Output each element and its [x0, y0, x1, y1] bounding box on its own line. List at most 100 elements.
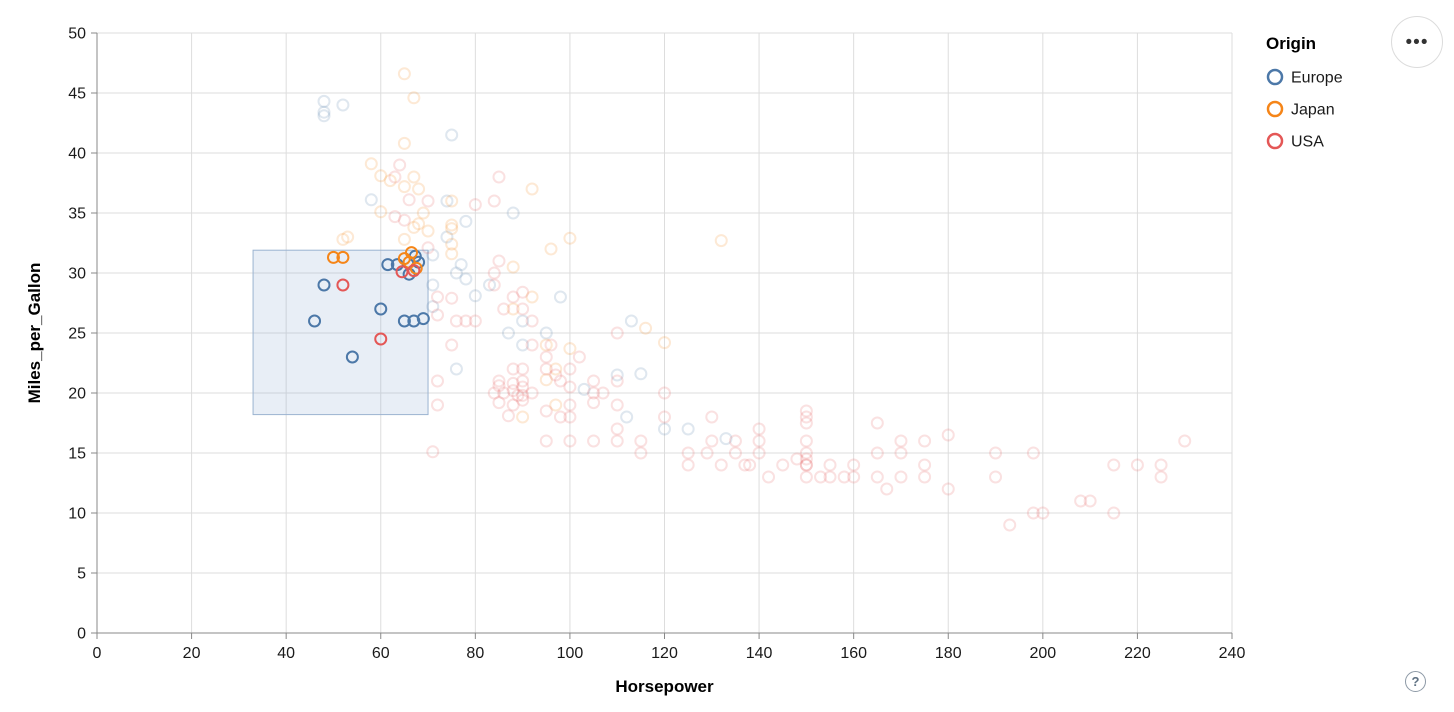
data-point-usa	[402, 193, 416, 207]
data-point-usa	[587, 386, 601, 400]
data-point-japan	[658, 336, 671, 350]
data-point-europe-selected	[317, 278, 331, 292]
data-point-europe	[610, 368, 624, 382]
data-point-japan	[506, 260, 520, 274]
data-point-usa	[506, 290, 520, 304]
data-point-usa	[880, 482, 894, 496]
data-point-usa	[918, 470, 932, 484]
data-point-usa	[610, 374, 624, 388]
data-point-europe	[577, 382, 591, 396]
data-point-usa	[1026, 506, 1040, 520]
y-tick-label: 0	[77, 626, 86, 643]
x-tick-label: 40	[277, 645, 295, 662]
data-point-japan	[549, 398, 563, 412]
data-point-japan-selected	[404, 246, 418, 260]
data-point-usa	[388, 210, 402, 224]
data-point-usa	[762, 470, 776, 484]
x-tick-label: 240	[1219, 645, 1246, 662]
data-point-japan	[397, 67, 411, 81]
data-point-usa	[941, 482, 955, 496]
data-point-usa	[705, 410, 719, 424]
data-point-usa	[1107, 458, 1121, 472]
data-point-europe	[440, 230, 454, 244]
data-point-usa	[634, 434, 648, 448]
data-point-usa	[799, 404, 813, 418]
data-point-japan	[549, 362, 563, 376]
data-point-usa	[1154, 470, 1168, 484]
data-point-europe	[506, 206, 520, 220]
data-point-europe	[317, 109, 331, 123]
data-point-usa	[610, 422, 624, 436]
y-tick-label: 40	[68, 146, 86, 163]
data-point-usa	[837, 470, 851, 484]
data-point-usa	[658, 386, 671, 400]
data-point-usa	[587, 374, 601, 388]
data-point-europe-selected	[397, 314, 411, 328]
data-point-japan	[563, 342, 577, 356]
data-point-usa	[752, 422, 766, 436]
y-tick-label: 30	[68, 266, 86, 283]
data-point-usa	[1154, 458, 1168, 472]
data-point-usa	[894, 446, 908, 460]
data-point-usa	[681, 446, 695, 460]
data-point-usa	[1026, 446, 1040, 460]
data-point-usa	[544, 338, 558, 352]
data-point-europe	[449, 266, 463, 280]
data-point-europe	[426, 278, 440, 292]
data-point-japan	[525, 182, 539, 196]
y-tick-label: 45	[68, 86, 86, 103]
data-point-usa	[563, 434, 577, 448]
data-point-usa	[658, 410, 671, 424]
data-point-japan	[563, 231, 577, 245]
data-point-europe	[468, 289, 482, 303]
data-point-usa	[492, 254, 506, 268]
legend-label: USA	[1291, 134, 1324, 151]
data-point-usa	[449, 314, 463, 328]
data-point-usa	[487, 386, 501, 400]
data-point-usa	[1130, 458, 1144, 472]
data-point-europe	[445, 128, 459, 142]
data-point-europe-selected	[308, 314, 322, 328]
data-point-usa	[870, 446, 884, 460]
data-point-japan	[383, 174, 397, 188]
data-point-europe-selected	[381, 258, 395, 272]
data-point-japan	[412, 217, 426, 231]
data-point-usa	[847, 458, 861, 472]
data-point-usa	[799, 458, 813, 472]
data-point-usa	[393, 158, 407, 172]
data-point-usa	[610, 326, 624, 340]
data-point-europe	[459, 214, 473, 228]
x-tick-label: 0	[93, 645, 102, 662]
x-tick-label: 160	[840, 645, 867, 662]
x-tick-label: 180	[935, 645, 962, 662]
help-button[interactable]: ?	[1405, 671, 1426, 692]
data-point-japan	[445, 222, 459, 236]
data-point-europe	[426, 248, 440, 262]
x-tick-label: 120	[651, 645, 678, 662]
data-point-europe	[426, 300, 440, 314]
options-menu-button[interactable]: •••	[1391, 16, 1443, 68]
data-point-usa	[799, 446, 813, 460]
axes: 0 20 40 60 80 100 120 140 160 180 200 220 240 0 5 10 15 2…	[68, 26, 1245, 663]
data-point-usa	[468, 314, 482, 328]
data-point-usa	[823, 458, 837, 472]
data-point-usa	[799, 416, 813, 430]
data-point-usa	[989, 446, 1003, 460]
brush-selection[interactable]	[252, 249, 429, 416]
y-tick-label: 20	[68, 386, 86, 403]
y-tick-label: 15	[68, 446, 86, 463]
data-point-usa	[445, 291, 459, 305]
data-point-usa	[421, 194, 435, 208]
data-point-usa	[516, 388, 530, 402]
data-point-europe-selected	[416, 312, 430, 326]
data-point-europe	[459, 272, 473, 286]
data-point-usa	[634, 446, 648, 460]
data-point-usa	[492, 374, 506, 388]
data-point-europe	[317, 94, 331, 108]
x-axis-title: Horsepower	[615, 677, 714, 696]
data-point-usa	[823, 470, 837, 484]
data-point-usa	[468, 198, 482, 212]
legend-label: Europe	[1291, 70, 1343, 87]
data-point-usa	[752, 434, 766, 448]
